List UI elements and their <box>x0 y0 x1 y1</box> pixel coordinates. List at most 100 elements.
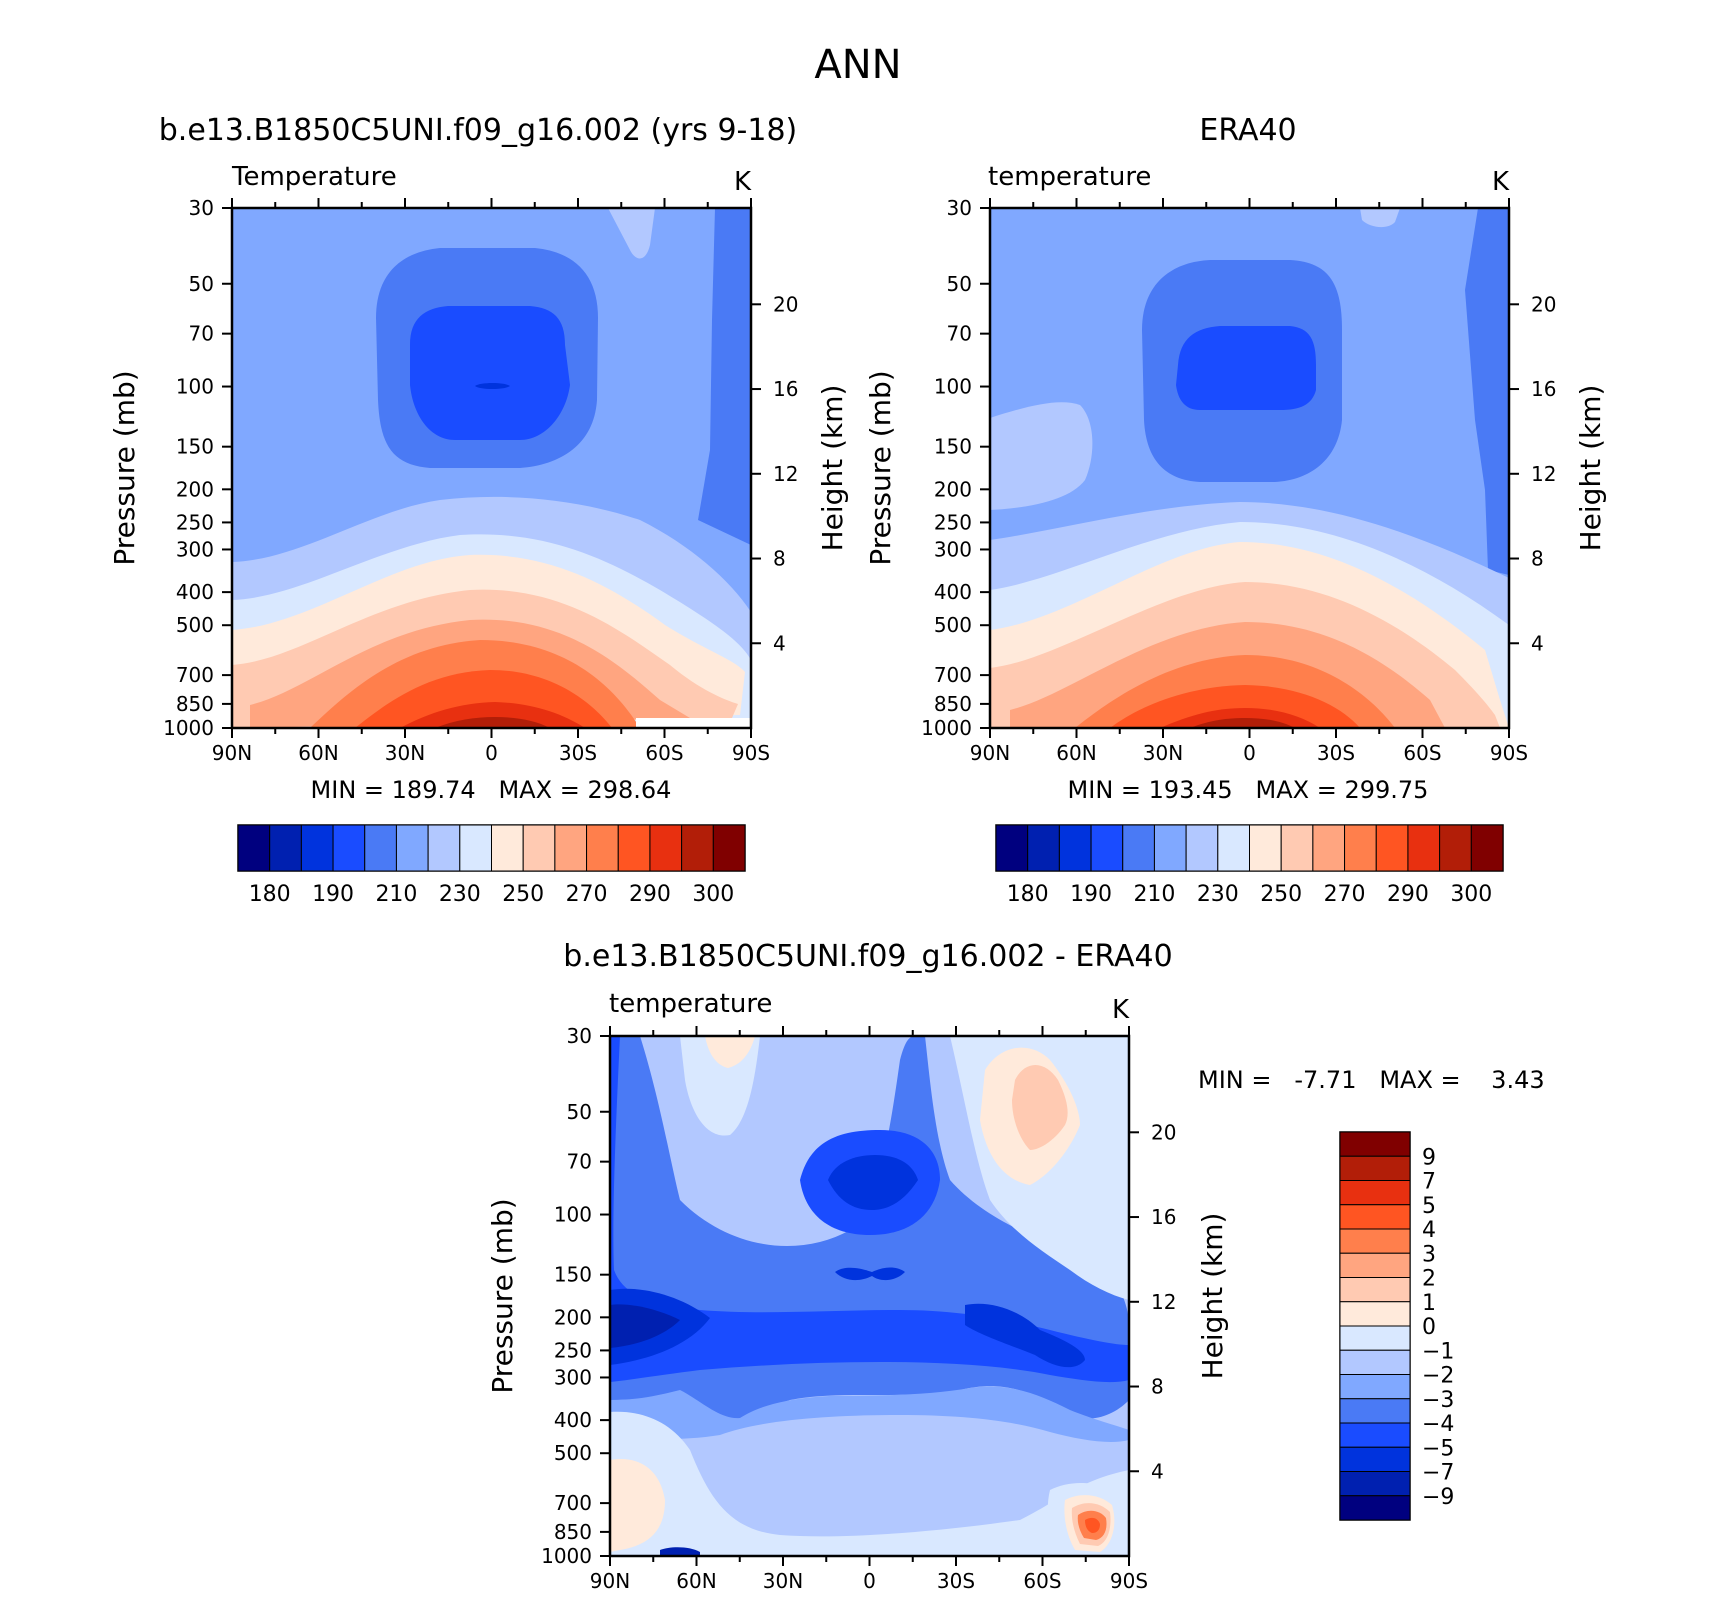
height-tick-label: 8 <box>1531 547 1544 571</box>
panel-units: K <box>734 167 752 197</box>
y-tick-label: 700 <box>934 663 972 687</box>
y-tick-label: 850 <box>554 1520 592 1544</box>
colorbar-label: 230 <box>439 882 481 907</box>
y-tick-label: 1000 <box>163 716 214 740</box>
x-tick-label: 30N <box>385 741 425 765</box>
ylabel-pressure: Pressure (mb) <box>486 1198 519 1393</box>
x-tick-label: 60S <box>645 741 683 765</box>
panel-title: b.e13.B1850C5UNI.f09_g16.002 (yrs 9-18) <box>159 113 798 148</box>
colorbar-box <box>1312 824 1346 872</box>
contour-level-m7 <box>660 1547 700 1556</box>
colorbar-label: 180 <box>1007 882 1049 907</box>
colorbar-box <box>1217 824 1250 872</box>
panel-title: ERA40 <box>1199 113 1296 148</box>
colorbar-box <box>1339 1374 1411 1400</box>
colorbar-label: −1 <box>1422 1339 1454 1364</box>
panel-units: K <box>1492 167 1510 197</box>
colorbar-box <box>1339 1349 1411 1375</box>
colorbar-label: −7 <box>1422 1461 1454 1486</box>
height-tick-label: 12 <box>1151 1290 1176 1314</box>
y-tick-label: 250 <box>934 510 972 534</box>
panel-diff: b.e13.B1850C5UNI.f09_g16.002 - ERA40 tem… <box>486 939 1545 1593</box>
stats-text: MIN = -7.71 MAX = 3.43 <box>1198 1066 1545 1094</box>
contour-level-m5 <box>965 1303 1085 1368</box>
height-tick-label: 16 <box>1151 1205 1176 1229</box>
colorbar-label: 230 <box>1197 882 1239 907</box>
stats-text: MIN = 193.45 MAX = 299.75 <box>1068 776 1429 804</box>
y-tick-label: 150 <box>934 435 972 459</box>
colorbar-label: 300 <box>692 882 734 907</box>
x-tick-label: 60S <box>1023 1569 1061 1593</box>
x-tick-label: 30N <box>1143 741 1183 765</box>
panel-left-label: Temperature <box>231 162 397 192</box>
colorbar-box <box>459 824 492 872</box>
y-tick-label: 400 <box>934 580 972 604</box>
contour-field <box>610 1036 1129 1556</box>
x-tick-label: 30S <box>1317 741 1355 765</box>
y-tick-label: 500 <box>176 613 214 637</box>
colorbar-box <box>1339 1495 1411 1521</box>
contour-level-2 <box>1012 1065 1068 1150</box>
colorbar-box <box>1339 1252 1411 1278</box>
y-tick-label: 30 <box>947 196 972 220</box>
colorbar-box <box>681 824 714 872</box>
colorbar-label: 300 <box>1450 882 1492 907</box>
x-tick-label: 90N <box>970 741 1010 765</box>
colorbar: 180 190 210 230 250 270 290 300 <box>995 824 1504 907</box>
y-tick-label: 70 <box>567 1150 592 1174</box>
axes: 90N 60N 30N 0 30S 60S 90S 30 50 70 100 150 200 250 300… <box>163 196 798 765</box>
colorbar-box <box>1280 824 1314 872</box>
colorbar-label: −3 <box>1422 1388 1454 1413</box>
y-tick-label: 250 <box>176 510 214 534</box>
height-tick-label: 4 <box>1531 631 1544 655</box>
contour-level-m5 <box>835 1267 905 1281</box>
y-tick-label: 400 <box>554 1408 592 1432</box>
colorbar-box <box>1339 1471 1411 1497</box>
contour-level-310 <box>435 717 550 728</box>
height-tick-label: 20 <box>773 292 798 316</box>
colorbar-label: 2 <box>1422 1267 1436 1292</box>
colorbar-box <box>1339 1204 1411 1230</box>
contour-level-190 <box>475 383 510 389</box>
contour-field <box>232 208 751 728</box>
height-tick-label: 12 <box>1531 462 1556 486</box>
colorbar-box <box>1375 824 1409 872</box>
colorbar-box <box>1027 824 1060 872</box>
y-tick-label: 30 <box>189 196 214 220</box>
colorbar-box <box>1339 1325 1411 1351</box>
contour-level-m5 <box>828 1155 918 1210</box>
contour-level-300 <box>400 702 585 728</box>
colorbar-label: 270 <box>1324 882 1366 907</box>
colorbar-label: −9 <box>1422 1485 1454 1510</box>
x-tick-label: 90N <box>212 741 252 765</box>
colorbar-label: −4 <box>1422 1412 1454 1437</box>
contour-level-230 <box>608 208 655 259</box>
ylabel-height: Height (km) <box>816 385 849 552</box>
colorbar-label: 180 <box>249 882 291 907</box>
colorbar-box <box>395 824 429 872</box>
x-tick-label: 30S <box>937 1569 975 1593</box>
panel-left-label: temperature <box>988 162 1151 192</box>
x-tick-label: 0 <box>1243 741 1256 765</box>
colorbar-label: 5 <box>1422 1194 1436 1219</box>
x-tick-label: 90S <box>1110 1569 1148 1593</box>
y-tick-label: 200 <box>176 477 214 501</box>
colorbar-box <box>1344 824 1377 872</box>
y-tick-label: 50 <box>567 1100 592 1124</box>
y-tick-label: 500 <box>934 613 972 637</box>
axes: 90N 60N 30N 0 30S 60S 90S 30 50 70 100 150 200 250 300… <box>921 196 1556 765</box>
colorbar-label: 270 <box>566 882 608 907</box>
contour-level-230 <box>1360 208 1400 228</box>
colorbar-label: 1 <box>1422 1291 1436 1316</box>
colorbar-label: 4 <box>1422 1218 1436 1243</box>
y-tick-label: 100 <box>176 375 214 399</box>
colorbar-box <box>1339 1398 1411 1424</box>
colorbar-box <box>1249 824 1282 872</box>
y-tick-label: 100 <box>934 375 972 399</box>
x-tick-label: 30S <box>559 741 597 765</box>
colorbar-box <box>1058 824 1092 872</box>
colorbar-box <box>554 824 588 872</box>
colorbar-box <box>1339 1277 1411 1303</box>
colorbar-box <box>1339 1301 1411 1327</box>
